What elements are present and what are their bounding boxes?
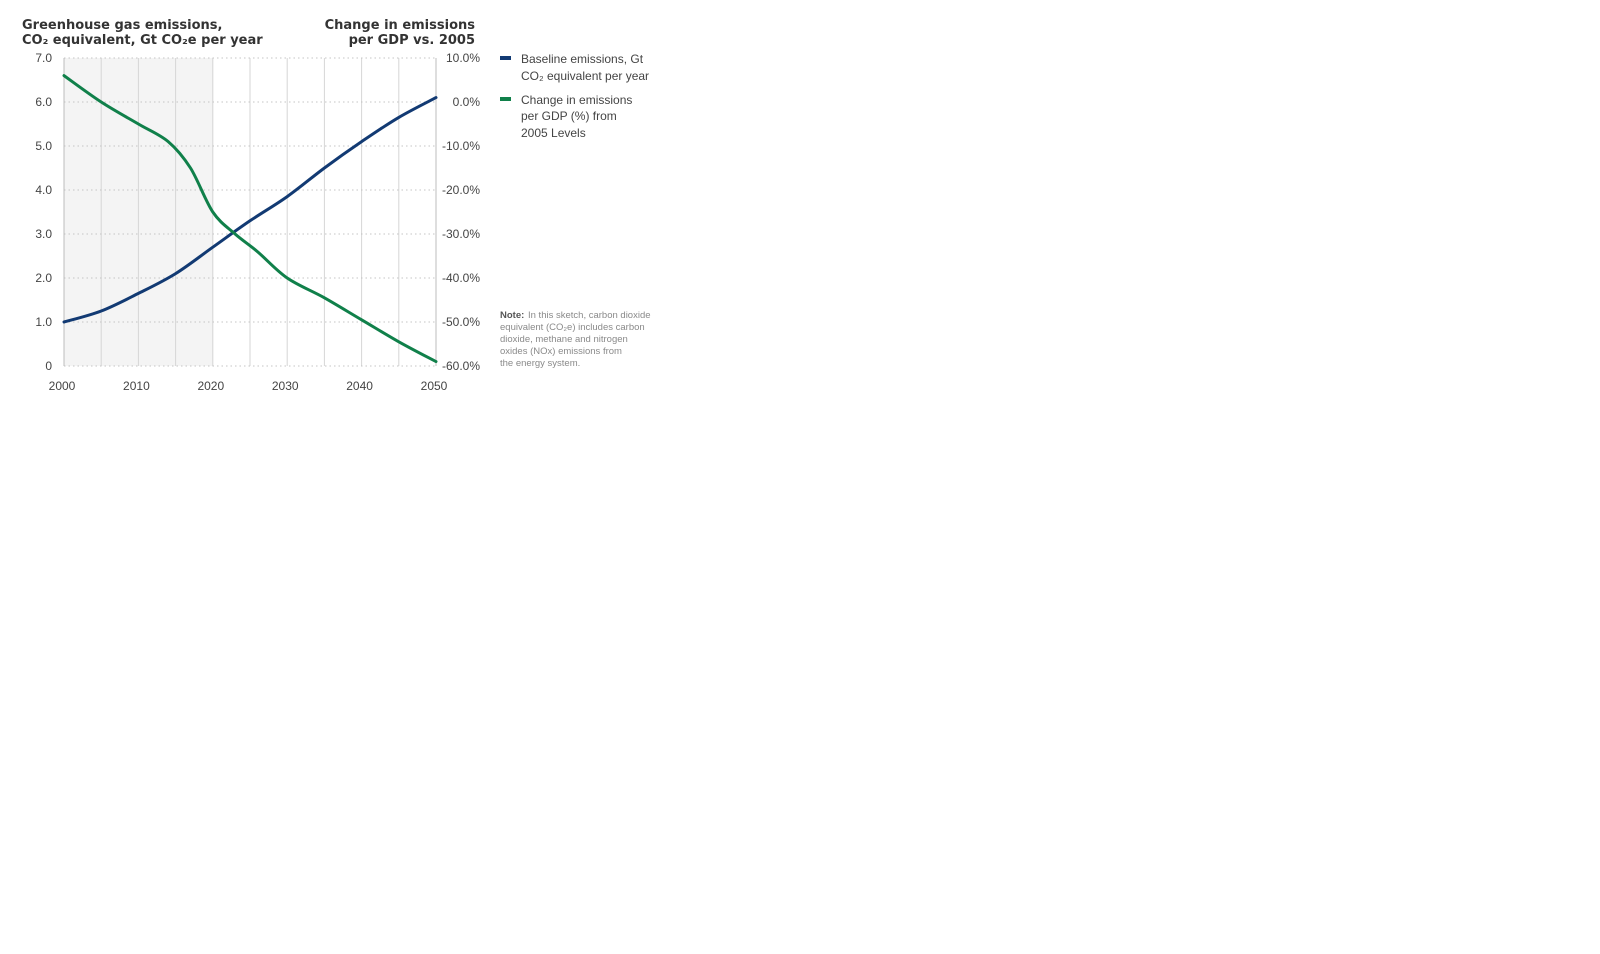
series-line-baseline-emissions: [62, 96, 438, 324]
note-line-1: In this sketch, carbon dioxide: [528, 310, 651, 321]
x-tick-label: 2000: [49, 379, 76, 393]
right-axis-title-line2: per GDP vs. 2005: [349, 33, 475, 48]
right-tick-label: 10.0%: [446, 51, 480, 65]
note-label: Note:: [500, 310, 524, 321]
x-tick-label: 2030: [272, 379, 299, 393]
right-tick-labels: -60.0% -50.0% -40.0% -30.0% -20.0% -10.0% 0.0%…: [442, 51, 480, 373]
left-tick-label: 2.0: [35, 271, 52, 285]
x-tick-label: 2020: [197, 379, 224, 393]
left-tick-label: 4.0: [35, 183, 52, 197]
x-tick-label: 2050: [421, 379, 448, 393]
note-line-5: the energy system.: [500, 358, 580, 369]
left-tick-label: 3.0: [35, 227, 52, 241]
legend-label-change-line1: Change in emissions: [521, 93, 632, 107]
left-axis-title-line2: CO₂ equivalent, Gt CO₂e per year: [22, 33, 263, 48]
left-tick-label: 1.0: [35, 315, 52, 329]
legend-label-change-line3: 2005 Levels: [521, 126, 586, 140]
left-tick-labels: 0 1.0 2.0 3.0 4.0 5.0 6.0 7.0: [35, 51, 52, 373]
x-tick-label: 2010: [123, 379, 150, 393]
legend: Baseline emissions, Gt CO₂ equivalent pe…: [500, 52, 649, 140]
left-tick-label: 5.0: [35, 139, 52, 153]
vertical-grid: [100, 58, 400, 366]
right-tick-label: 0.0%: [453, 95, 481, 109]
legend-label-baseline-line2: CO₂ equivalent per year: [521, 69, 649, 83]
legend-label-change-line2: per GDP (%) from: [521, 109, 617, 123]
horizontal-grid: [64, 57, 436, 367]
note: Note: In this sketch, carbon dioxide equ…: [500, 310, 651, 369]
legend-swatch-baseline: [500, 56, 511, 60]
note-line-3: dioxide, methane and nitrogen: [500, 334, 628, 345]
right-tick-label: -60.0%: [442, 359, 480, 373]
right-tick-label: -50.0%: [442, 315, 480, 329]
left-tick-label: 6.0: [35, 95, 52, 109]
right-axis-title-line1: Change in emissions: [325, 18, 476, 33]
right-tick-label: -30.0%: [442, 227, 480, 241]
legend-swatch-change: [500, 97, 511, 101]
right-tick-label: -40.0%: [442, 271, 480, 285]
x-tick-labels: 2000 2010 2020 2030 2040 2050: [49, 379, 448, 393]
left-tick-label: 0: [45, 359, 52, 373]
legend-label-baseline-line1: Baseline emissions, Gt: [521, 52, 644, 66]
right-tick-label: -20.0%: [442, 183, 480, 197]
series-line-change-in-emissions: [62, 74, 438, 364]
note-line-4: oxides (NOx) emissions from: [500, 346, 622, 357]
left-axis-title-line1: Greenhouse gas emissions,: [22, 18, 222, 33]
note-line-2: equivalent (CO₂e) includes carbon: [500, 322, 645, 333]
right-tick-label: -10.0%: [442, 139, 480, 153]
left-tick-label: 7.0: [35, 51, 52, 65]
x-tick-label: 2040: [346, 379, 373, 393]
